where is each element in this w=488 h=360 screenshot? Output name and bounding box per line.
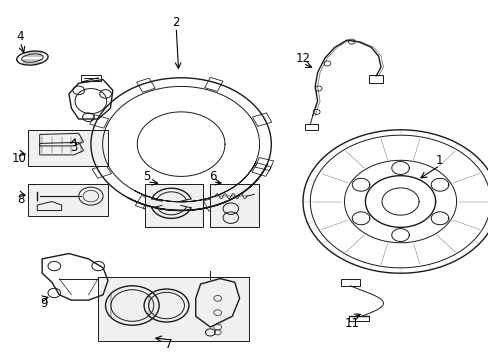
Text: 1: 1 [435,154,443,167]
Text: 6: 6 [209,170,216,183]
Bar [305,125,317,130]
Bar [27,130,108,166]
Bar [98,277,249,341]
Bar [348,316,368,320]
Text: 10: 10 [12,152,27,165]
Bar [210,184,259,226]
Bar [368,75,383,83]
Bar [144,184,203,226]
Text: 5: 5 [143,170,150,183]
Text: 8: 8 [18,193,25,206]
Bar [27,184,108,216]
Text: 2: 2 [172,16,180,29]
Text: 3: 3 [70,141,78,154]
Text: 12: 12 [295,51,310,64]
Bar [340,279,359,286]
Text: 9: 9 [40,297,47,310]
Text: 4: 4 [17,30,24,43]
Bar [81,75,101,81]
Text: 7: 7 [165,338,172,351]
Text: 11: 11 [344,317,359,330]
